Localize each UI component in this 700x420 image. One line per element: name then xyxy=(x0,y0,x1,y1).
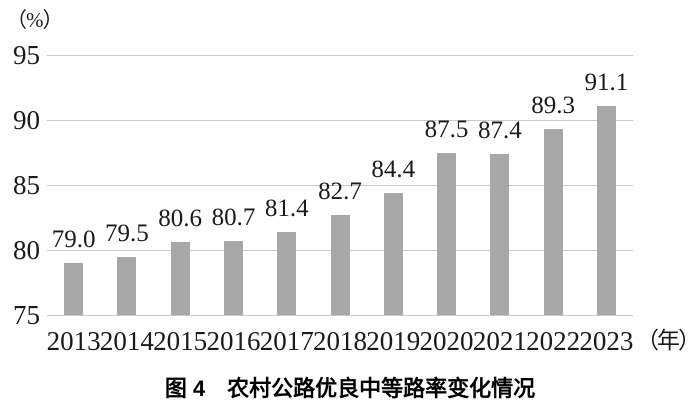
gridline-90 xyxy=(47,120,633,121)
bar-value-label-2020: 87.5 xyxy=(424,115,469,143)
chart-caption: 图 4 农村公路优良中等路率变化情况 xyxy=(164,376,536,401)
x-tick-label-2015: 2015 xyxy=(153,326,208,356)
bar-value-label-2013: 79.0 xyxy=(51,226,96,253)
x-tick-label-2013: 2013 xyxy=(46,326,101,356)
x-tick-label-2020: 2020 xyxy=(419,326,474,356)
gridline-95 xyxy=(47,55,633,56)
y-tick-label-85: 85 xyxy=(13,170,40,200)
bar-2016 xyxy=(223,240,243,315)
x-tick-label-2022: 2022 xyxy=(526,326,581,356)
bar-2015 xyxy=(170,242,190,315)
bar-2022 xyxy=(543,129,563,315)
x-tick-label-2014: 2014 xyxy=(99,326,154,356)
x-tick-label-2016: 2016 xyxy=(206,326,261,356)
bar-2014 xyxy=(117,256,137,315)
bar-value-label-2017: 81.4 xyxy=(264,194,309,222)
bar-value-label-2021: 87.4 xyxy=(477,116,522,144)
bar-value-label-2022: 89.3 xyxy=(531,92,575,120)
y-tick-label-90: 90 xyxy=(13,105,40,135)
bar-2019 xyxy=(383,192,403,315)
y-tick-label-95: 95 xyxy=(13,40,40,70)
bar-2013 xyxy=(64,263,84,315)
x-tick-label-2017: 2017 xyxy=(259,326,314,356)
bar-value-label-2018: 82.7 xyxy=(318,177,362,205)
bar-2021 xyxy=(490,153,510,315)
bar-value-label-2016: 80.7 xyxy=(211,203,256,231)
y-tick-label-80: 80 xyxy=(13,235,40,265)
bar-value-label-2023: 91.1 xyxy=(584,68,629,96)
bar-value-label-2015: 80.6 xyxy=(158,205,203,233)
bar-2020 xyxy=(437,152,457,315)
gridline-85 xyxy=(47,185,633,186)
x-tick-label-2019: 2019 xyxy=(366,326,421,356)
bar-value-label-2019: 84.4 xyxy=(371,155,416,183)
x-axis-unit-label: （年） xyxy=(636,328,700,353)
x-tick-label-2021: 2021 xyxy=(472,326,527,356)
bar-2018 xyxy=(330,214,350,315)
bar-value-label-2014: 79.5 xyxy=(105,219,149,247)
y-tick-label-75: 75 xyxy=(13,300,40,330)
bar-2017 xyxy=(277,231,297,315)
x-tick-label-2018: 2018 xyxy=(313,326,367,356)
gridline-75 xyxy=(47,315,633,316)
bar-2023 xyxy=(596,105,616,315)
x-tick-label-2023: 2023 xyxy=(579,326,634,356)
y-axis-unit-label: （%） xyxy=(6,8,63,32)
